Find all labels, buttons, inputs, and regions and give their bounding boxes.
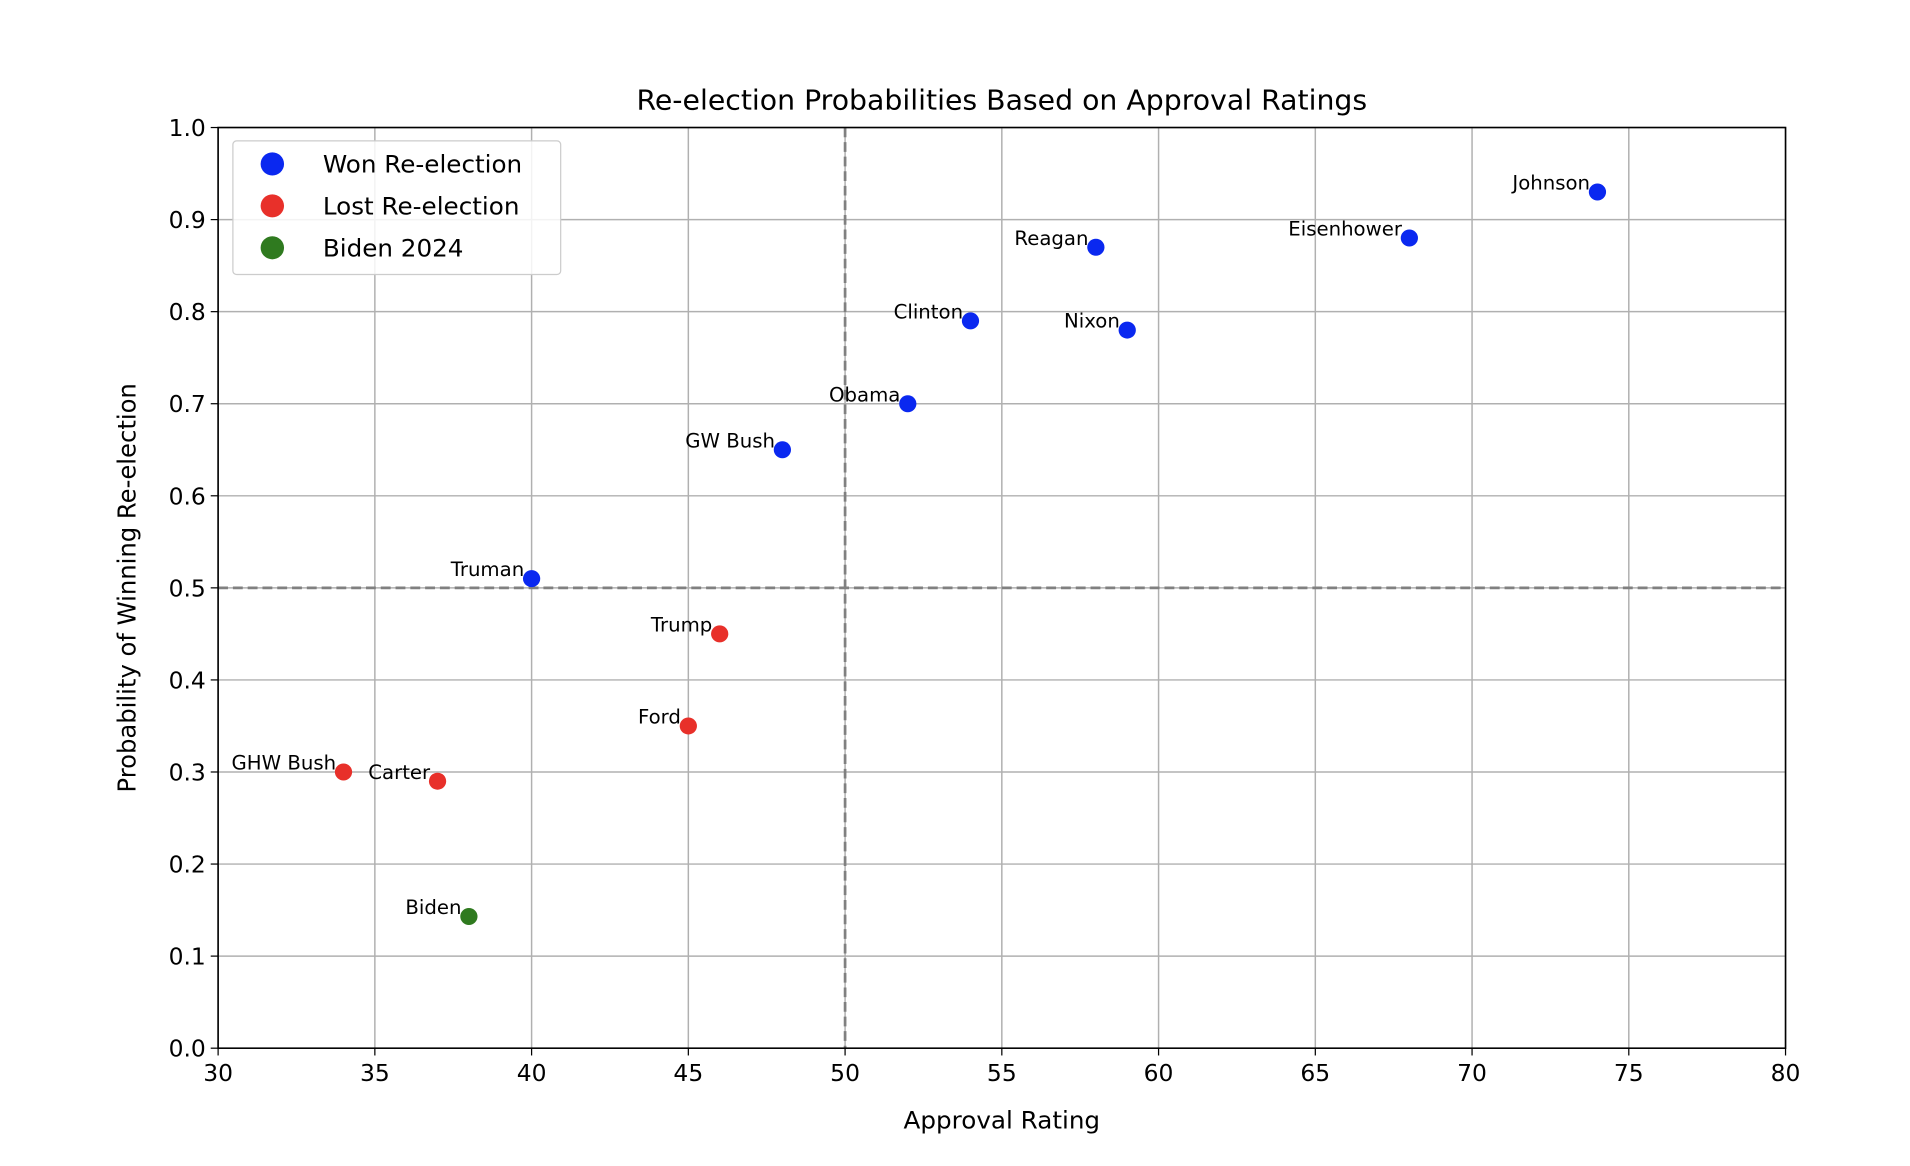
- data-point: [522, 570, 541, 588]
- data-points: Johnson Eisenhower Reagan Nixon Clinton Obama…: [232, 172, 1607, 926]
- point-label: Truman: [450, 558, 525, 581]
- point-label: Reagan: [1014, 227, 1088, 250]
- legend-label: Won Re-election: [323, 150, 522, 179]
- x-tick-label: 55: [987, 1060, 1017, 1087]
- legend-label: Biden 2024: [323, 233, 464, 262]
- data-point: [1400, 229, 1418, 247]
- x-tick-label: 80: [1771, 1060, 1801, 1087]
- legend-box: [232, 140, 562, 276]
- ticks: 30 35 40 45 50 55 60 65 70 75 80 0.0 0.1 0.2 0.3 0.4 0.5…: [169, 115, 1801, 1087]
- data-point: [899, 395, 917, 413]
- legend-marker: [260, 152, 285, 176]
- point-label: Biden: [405, 896, 461, 919]
- point-label: GHW Bush: [232, 752, 337, 775]
- point-label: Clinton: [894, 301, 963, 324]
- data-point: [1118, 321, 1136, 339]
- point-label: Johnson: [1510, 172, 1590, 195]
- point-label: Ford: [638, 706, 681, 729]
- y-tick-label: 1.0: [169, 115, 206, 142]
- y-tick-label: 0.0: [169, 1036, 206, 1063]
- point-label: Nixon: [1064, 310, 1120, 333]
- x-tick-label: 35: [360, 1060, 390, 1087]
- legend-label: Lost Re-election: [323, 192, 520, 221]
- point-label: Obama: [829, 383, 900, 406]
- x-tick-label: 65: [1300, 1060, 1330, 1087]
- x-tick-label: 60: [1144, 1060, 1174, 1087]
- point-label: Carter: [368, 761, 431, 784]
- data-point: [961, 312, 980, 330]
- y-tick-label: 0.8: [169, 299, 206, 326]
- legend-marker: [260, 236, 285, 260]
- y-tick-label: 0.4: [169, 668, 206, 695]
- y-tick-label: 0.6: [169, 483, 206, 510]
- legend: Won Re-election Lost Re-election Biden 202…: [232, 140, 562, 276]
- data-point: [460, 908, 478, 926]
- y-tick-label: 0.3: [169, 760, 206, 787]
- legend-marker: [260, 194, 285, 218]
- data-point: [1087, 238, 1105, 256]
- data-point: [679, 717, 697, 735]
- y-axis-label: Probability of Winning Re-election: [112, 383, 141, 792]
- y-tick-label: 0.7: [169, 391, 206, 418]
- data-point: [1588, 183, 1607, 201]
- y-tick-label: 0.1: [169, 944, 206, 971]
- x-tick-label: 30: [203, 1060, 233, 1087]
- chart-title: Re-election Probabilities Based on Appro…: [636, 84, 1367, 117]
- point-label: Trump: [650, 614, 712, 637]
- point-label: GW Bush: [685, 429, 775, 452]
- data-point: [711, 625, 729, 643]
- x-axis-label: Approval Rating: [904, 1106, 1101, 1135]
- point-label: Eisenhower: [1288, 218, 1403, 241]
- x-tick-label: 50: [830, 1060, 860, 1087]
- x-tick-label: 75: [1614, 1060, 1644, 1087]
- data-point: [334, 763, 353, 781]
- y-tick-label: 0.5: [169, 576, 206, 603]
- y-tick-label: 0.2: [169, 852, 206, 879]
- x-tick-label: 40: [517, 1060, 547, 1087]
- data-point: [428, 772, 447, 790]
- x-tick-label: 45: [673, 1060, 703, 1087]
- reference-lines: [218, 127, 1786, 1049]
- y-tick-label: 0.9: [169, 207, 206, 234]
- data-point: [773, 441, 792, 459]
- x-tick-label: 70: [1457, 1060, 1487, 1087]
